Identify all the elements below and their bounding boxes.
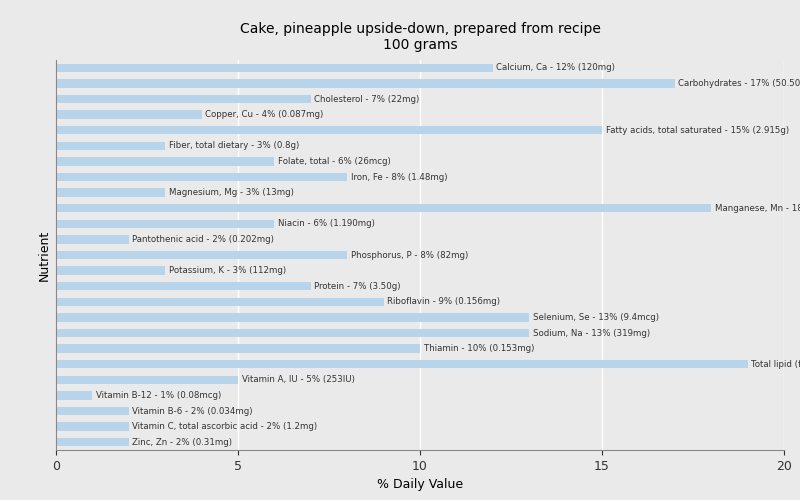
- Bar: [56, 110, 202, 119]
- Text: Phosphorus, P - 8% (82mg): Phosphorus, P - 8% (82mg): [351, 250, 468, 260]
- Bar: [56, 188, 165, 197]
- Text: Vitamin B-6 - 2% (0.034mg): Vitamin B-6 - 2% (0.034mg): [133, 406, 253, 416]
- Bar: [56, 64, 493, 72]
- Text: Thiamin - 10% (0.153mg): Thiamin - 10% (0.153mg): [424, 344, 534, 353]
- Bar: [56, 235, 129, 244]
- Text: Vitamin A, IU - 5% (253IU): Vitamin A, IU - 5% (253IU): [242, 376, 354, 384]
- Bar: [56, 376, 238, 384]
- Text: Manganese, Mn - 18% (0.350mg): Manganese, Mn - 18% (0.350mg): [715, 204, 800, 212]
- Bar: [56, 142, 165, 150]
- Bar: [56, 406, 129, 416]
- Text: Selenium, Se - 13% (9.4mcg): Selenium, Se - 13% (9.4mcg): [533, 313, 659, 322]
- Bar: [56, 360, 747, 368]
- Text: Vitamin B-12 - 1% (0.08mcg): Vitamin B-12 - 1% (0.08mcg): [96, 391, 222, 400]
- Bar: [56, 204, 711, 212]
- Bar: [56, 220, 274, 228]
- Bar: [56, 422, 129, 431]
- Text: Cholesterol - 7% (22mg): Cholesterol - 7% (22mg): [314, 94, 420, 104]
- Bar: [56, 298, 384, 306]
- Text: Calcium, Ca - 12% (120mg): Calcium, Ca - 12% (120mg): [497, 64, 615, 72]
- Text: Copper, Cu - 4% (0.087mg): Copper, Cu - 4% (0.087mg): [206, 110, 323, 119]
- Bar: [56, 391, 93, 400]
- Text: Pantothenic acid - 2% (0.202mg): Pantothenic acid - 2% (0.202mg): [133, 235, 274, 244]
- Bar: [56, 94, 310, 104]
- Bar: [56, 344, 420, 353]
- Bar: [56, 266, 165, 275]
- Text: Sodium, Na - 13% (319mg): Sodium, Na - 13% (319mg): [533, 328, 650, 338]
- Text: Fiber, total dietary - 3% (0.8g): Fiber, total dietary - 3% (0.8g): [169, 142, 299, 150]
- Text: Total lipid (fat) - 19% (12.10g): Total lipid (fat) - 19% (12.10g): [751, 360, 800, 368]
- Text: Carbohydrates - 17% (50.50g): Carbohydrates - 17% (50.50g): [678, 79, 800, 88]
- Text: Folate, total - 6% (26mcg): Folate, total - 6% (26mcg): [278, 157, 390, 166]
- Bar: [56, 172, 347, 182]
- Text: Riboflavin - 9% (0.156mg): Riboflavin - 9% (0.156mg): [387, 298, 500, 306]
- Title: Cake, pineapple upside-down, prepared from recipe
100 grams: Cake, pineapple upside-down, prepared fr…: [239, 22, 601, 52]
- X-axis label: % Daily Value: % Daily Value: [377, 478, 463, 492]
- Bar: [56, 282, 310, 290]
- Text: Iron, Fe - 8% (1.48mg): Iron, Fe - 8% (1.48mg): [351, 172, 447, 182]
- Text: Protein - 7% (3.50g): Protein - 7% (3.50g): [314, 282, 401, 290]
- Bar: [56, 157, 274, 166]
- Y-axis label: Nutrient: Nutrient: [38, 230, 50, 280]
- Bar: [56, 313, 530, 322]
- Text: Niacin - 6% (1.190mg): Niacin - 6% (1.190mg): [278, 220, 375, 228]
- Bar: [56, 250, 347, 260]
- Text: Magnesium, Mg - 3% (13mg): Magnesium, Mg - 3% (13mg): [169, 188, 294, 197]
- Text: Vitamin C, total ascorbic acid - 2% (1.2mg): Vitamin C, total ascorbic acid - 2% (1.2…: [133, 422, 318, 431]
- Bar: [56, 79, 674, 88]
- Text: Potassium, K - 3% (112mg): Potassium, K - 3% (112mg): [169, 266, 286, 275]
- Bar: [56, 126, 602, 134]
- Text: Zinc, Zn - 2% (0.31mg): Zinc, Zn - 2% (0.31mg): [133, 438, 233, 446]
- Bar: [56, 328, 530, 338]
- Bar: [56, 438, 129, 446]
- Text: Fatty acids, total saturated - 15% (2.915g): Fatty acids, total saturated - 15% (2.91…: [606, 126, 789, 134]
